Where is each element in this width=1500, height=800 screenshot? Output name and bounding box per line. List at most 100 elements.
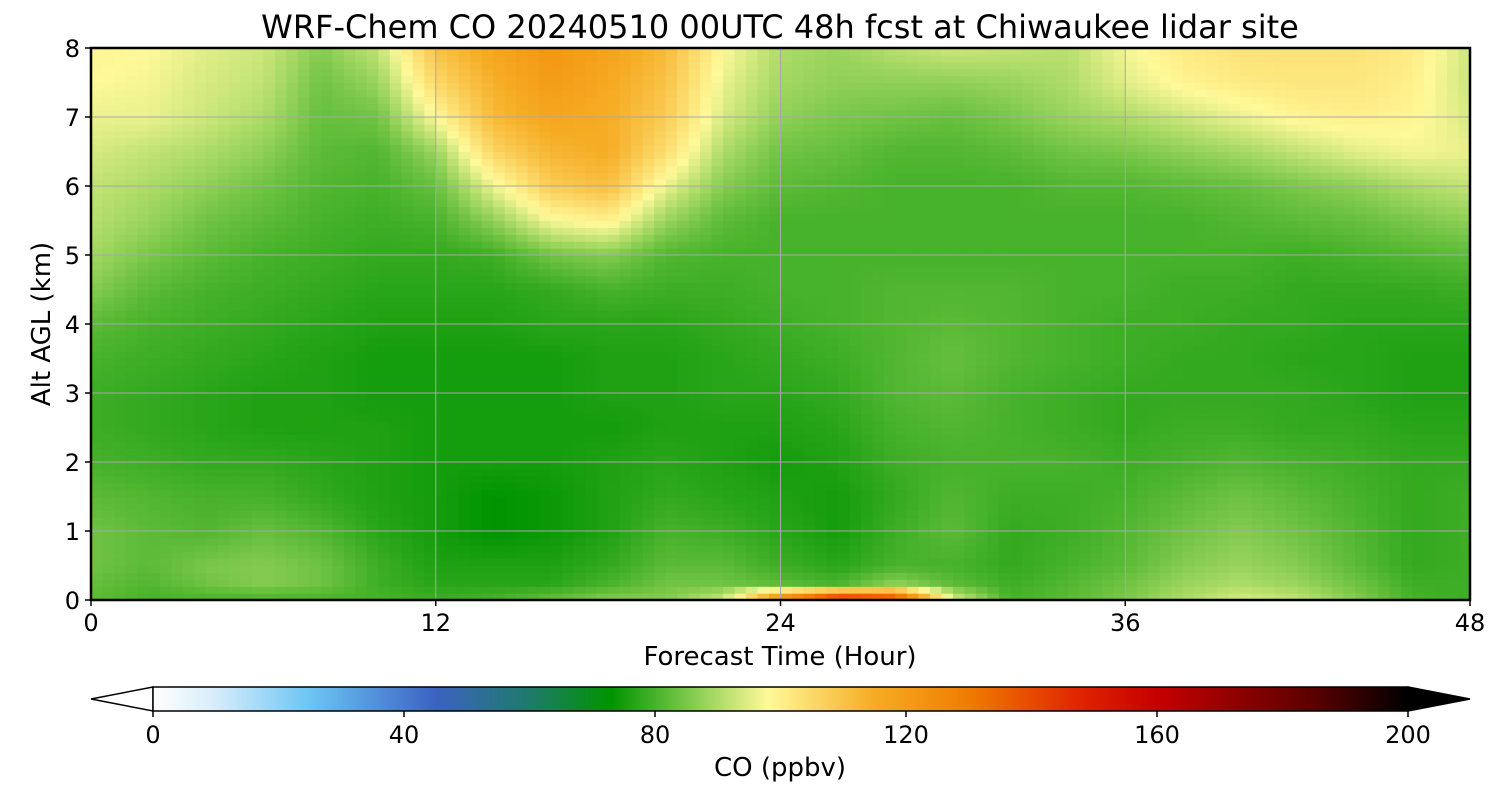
field-cell bbox=[849, 427, 862, 435]
field-cell bbox=[458, 393, 471, 401]
field-cell bbox=[723, 386, 736, 394]
field-cell bbox=[320, 482, 333, 491]
field-cell bbox=[849, 324, 862, 332]
field-cell bbox=[631, 558, 644, 567]
field-cell bbox=[263, 537, 276, 546]
field-cell bbox=[205, 455, 219, 463]
field-cell bbox=[849, 537, 862, 546]
field-cell bbox=[895, 475, 908, 484]
field-cell bbox=[757, 524, 770, 532]
field-cell bbox=[860, 358, 874, 366]
field-cell bbox=[1274, 524, 1287, 532]
field-cell bbox=[872, 324, 885, 332]
field-cell bbox=[148, 358, 161, 366]
field-cell bbox=[458, 330, 471, 339]
field-cell bbox=[1136, 324, 1149, 332]
field-cell bbox=[251, 372, 264, 380]
field-cell bbox=[746, 441, 759, 449]
field-cell bbox=[1159, 365, 1172, 373]
field-cell bbox=[1458, 489, 1470, 498]
field-cell bbox=[539, 399, 552, 408]
field-cell bbox=[481, 586, 494, 594]
field-cell bbox=[366, 324, 379, 332]
field-cell bbox=[148, 399, 161, 408]
field-cell bbox=[769, 455, 782, 463]
field-cell bbox=[435, 324, 448, 332]
field-cell bbox=[182, 544, 196, 553]
field-cell bbox=[263, 593, 276, 600]
field-cell bbox=[1044, 317, 1057, 325]
field-cell bbox=[1079, 510, 1092, 518]
field-cell bbox=[1240, 462, 1253, 470]
field-cell bbox=[1286, 531, 1299, 539]
field-cell bbox=[952, 427, 965, 435]
field-cell bbox=[562, 496, 575, 504]
field-cell bbox=[1297, 537, 1310, 546]
field-cell bbox=[688, 558, 701, 567]
field-cell bbox=[389, 399, 402, 408]
field-cell bbox=[228, 399, 241, 408]
field-cell bbox=[1136, 413, 1149, 422]
field-cell bbox=[527, 468, 540, 477]
field-cell bbox=[1366, 330, 1379, 339]
field-cell bbox=[182, 489, 196, 498]
field-cell bbox=[849, 489, 862, 498]
field-cell bbox=[424, 365, 437, 373]
field-cell bbox=[964, 344, 977, 353]
field-cell bbox=[665, 406, 678, 415]
field-cell bbox=[481, 330, 494, 339]
field-cell bbox=[539, 489, 552, 498]
field-cell bbox=[1378, 324, 1391, 332]
field-cell bbox=[171, 358, 184, 366]
field-cell bbox=[1251, 441, 1264, 449]
field-cell bbox=[182, 406, 196, 415]
field-cell bbox=[1056, 572, 1069, 580]
field-cell bbox=[148, 593, 161, 600]
field-cell bbox=[148, 565, 161, 573]
field-cell bbox=[527, 593, 540, 600]
field-cell bbox=[1435, 372, 1448, 380]
field-cell bbox=[1102, 399, 1115, 408]
field-cell bbox=[343, 344, 356, 353]
field-cell bbox=[631, 344, 644, 353]
field-cell bbox=[102, 586, 115, 594]
field-cell bbox=[734, 365, 747, 373]
field-cell bbox=[975, 572, 988, 580]
field-cell bbox=[1263, 475, 1276, 484]
field-cell bbox=[1171, 324, 1184, 332]
field-cell bbox=[1240, 406, 1253, 415]
field-cell bbox=[1021, 365, 1034, 373]
field-cell bbox=[401, 565, 414, 573]
field-cell bbox=[975, 358, 988, 366]
field-cell bbox=[91, 310, 104, 318]
field-cell bbox=[1309, 372, 1322, 380]
field-cell bbox=[1194, 468, 1207, 477]
field-cell bbox=[1205, 551, 1218, 560]
field-cell bbox=[1263, 413, 1276, 422]
field-cell bbox=[182, 372, 196, 380]
field-cell bbox=[297, 517, 310, 525]
field-cell bbox=[700, 386, 713, 394]
field-cell bbox=[1251, 496, 1264, 504]
field-cell bbox=[1251, 337, 1264, 346]
field-cell bbox=[1389, 434, 1402, 442]
field-cell bbox=[171, 531, 184, 539]
field-cell bbox=[1251, 524, 1264, 532]
field-cell bbox=[883, 455, 897, 463]
field-cell bbox=[1274, 372, 1287, 380]
field-cell bbox=[550, 434, 563, 442]
field-cell bbox=[1217, 593, 1230, 600]
field-cell bbox=[654, 448, 667, 456]
field-cell bbox=[527, 496, 540, 504]
field-cell bbox=[1125, 358, 1138, 366]
field-cell bbox=[1401, 324, 1414, 332]
field-cell bbox=[205, 310, 219, 318]
field-cell bbox=[1458, 572, 1470, 580]
field-cell bbox=[1286, 503, 1299, 511]
field-cell bbox=[1343, 551, 1356, 560]
field-cell bbox=[1194, 462, 1207, 470]
field-cell bbox=[608, 386, 621, 394]
field-cell bbox=[975, 420, 988, 429]
field-cell bbox=[1194, 489, 1207, 498]
field-cell bbox=[562, 558, 575, 567]
